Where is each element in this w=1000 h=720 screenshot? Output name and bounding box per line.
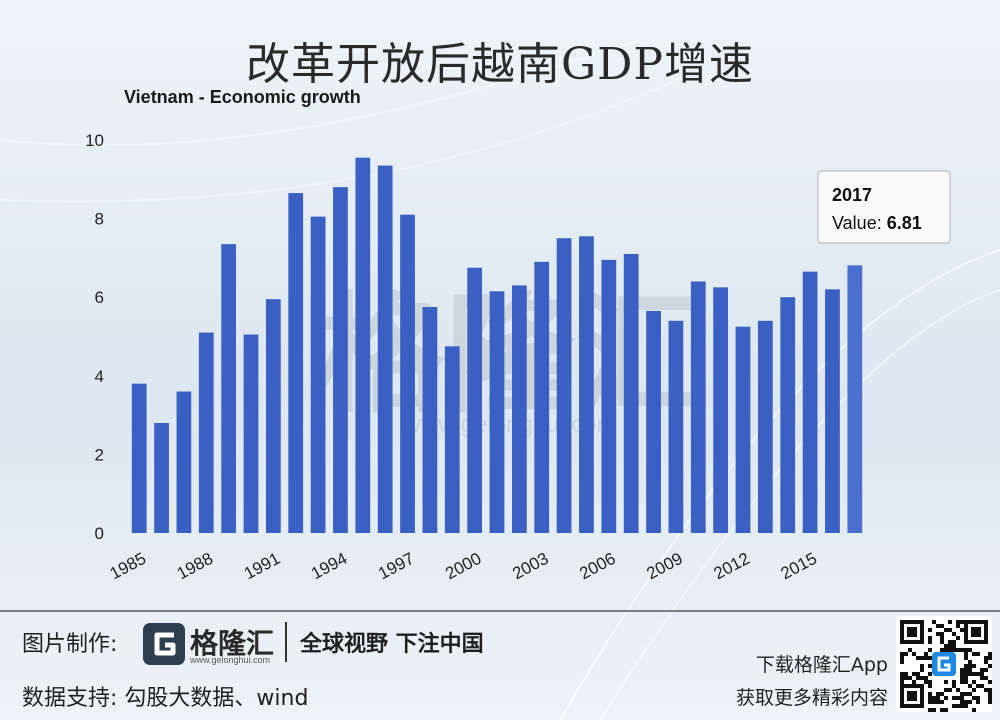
y-tick-label: 4: [95, 367, 104, 386]
tooltip-value: 6.81: [887, 213, 922, 233]
bar[interactable]: [668, 320, 684, 533]
bar[interactable]: [467, 267, 483, 533]
x-tick-label: 2003: [509, 549, 551, 584]
bar[interactable]: [802, 271, 818, 533]
bar[interactable]: [601, 259, 617, 533]
bar[interactable]: [780, 297, 796, 533]
bar[interactable]: [511, 285, 527, 533]
bar[interactable]: [556, 238, 572, 533]
bar[interactable]: [400, 214, 415, 534]
qr-code-icon[interactable]: [896, 616, 992, 712]
x-tick-label: 2009: [643, 549, 685, 584]
bar-chart: Vietnam - Economic growth 格隆汇 www.gelong…: [85, 87, 951, 584]
bar[interactable]: [690, 281, 706, 533]
brand-url: www.gelonghui.com: [190, 655, 271, 665]
bar[interactable]: [489, 291, 505, 533]
bar[interactable]: [131, 383, 147, 533]
y-tick-label: 8: [95, 210, 104, 229]
bar[interactable]: [221, 244, 237, 533]
tooltip-box: [817, 170, 951, 244]
brand-separator: [285, 622, 287, 662]
bar[interactable]: [355, 157, 371, 533]
app-promo-text: 获取更多精彩内容: [735, 687, 888, 709]
bar[interactable]: [265, 299, 281, 533]
bar[interactable]: [176, 391, 192, 533]
bar[interactable]: [646, 310, 661, 533]
tooltip: 2017 Value: 6.81: [817, 170, 951, 244]
bar[interactable]: [847, 265, 863, 533]
page-title: 改革开放后越南GDP增速: [245, 39, 755, 90]
y-tick-label: 6: [95, 288, 104, 307]
x-tick-label: 1994: [308, 549, 350, 584]
bar[interactable]: [623, 253, 639, 533]
y-tick-label: 10: [85, 131, 104, 150]
brand-logo-icon: [143, 623, 185, 665]
x-tick-label: 1985: [107, 549, 149, 584]
bar[interactable]: [534, 261, 550, 533]
x-tick-label: 2015: [778, 549, 820, 584]
x-tick-label: 2012: [711, 549, 753, 584]
slogan: 全球视野 下注中国: [300, 632, 484, 657]
x-tick-label: 1991: [241, 549, 283, 584]
app-download-text: 下载格隆汇App: [755, 654, 888, 676]
footer-divider: [0, 610, 1000, 612]
bar[interactable]: [444, 346, 460, 533]
y-tick-label: 2: [95, 445, 104, 464]
tooltip-year: 2017: [832, 185, 872, 205]
bar[interactable]: [154, 422, 169, 533]
bar[interactable]: [757, 320, 773, 533]
bar[interactable]: [288, 193, 304, 533]
x-tick-label: 2000: [442, 549, 484, 584]
x-tick-label: 1997: [375, 549, 417, 584]
tooltip-value-label: Value:: [832, 213, 887, 233]
bar[interactable]: [333, 187, 348, 533]
bar[interactable]: [422, 307, 438, 533]
data-source: 数据支持: 勾股大数据、wind: [22, 686, 309, 711]
x-axis: 1985 1988 1991 1994 1997 2000 2003 2006 2009 2012…: [107, 549, 820, 584]
chart-title: Vietnam - Economic growth: [124, 87, 361, 107]
x-tick-label: 1988: [174, 549, 216, 584]
y-axis: 0 2 4 6 8 10: [85, 131, 104, 543]
bar[interactable]: [310, 216, 326, 533]
bar[interactable]: [198, 332, 214, 533]
x-tick-label: 2006: [576, 549, 618, 584]
bar[interactable]: [579, 236, 594, 534]
bar[interactable]: [243, 334, 259, 533]
bar[interactable]: [377, 165, 393, 534]
bar[interactable]: [825, 289, 840, 533]
credit-label: 图片制作:: [22, 632, 118, 657]
bar[interactable]: [735, 326, 751, 533]
bar-series: [131, 157, 863, 534]
tooltip-label: Value: 6.81: [832, 213, 922, 233]
y-tick-label: 0: [95, 524, 104, 543]
brand-name: 格隆汇: [190, 627, 275, 660]
bar[interactable]: [713, 287, 729, 534]
